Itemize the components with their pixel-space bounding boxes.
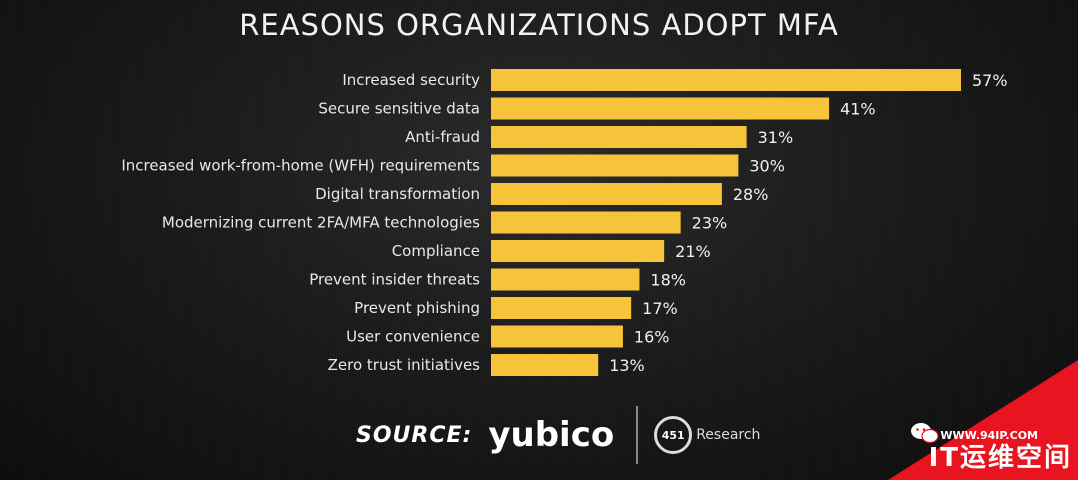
bar-anti-fraud: [491, 126, 747, 148]
451-logo-text: 451: [661, 428, 685, 442]
bar-secure-sensitive-data: [491, 97, 830, 120]
bar-modernizing-current-2fa-mfa-technologies: [491, 211, 681, 234]
bar-zero-trust-initiatives: [491, 354, 599, 376]
value-label-anti-fraud: 31%: [758, 128, 794, 147]
wechat-icon: [911, 423, 939, 444]
bar-chart: Increased security 57% Secure sensitive da…: [121, 69, 1008, 376]
value-label-increased-work-from-home-wfh-requirements: 30%: [749, 157, 785, 176]
category-label-secure-sensitive-data: Secure sensitive data: [318, 100, 480, 118]
category-label-prevent-insider-threats: Prevent insider threats: [309, 271, 480, 289]
category-label-increased-work-from-home-wfh-requirements: Increased work-from-home (WFH) requireme…: [121, 157, 480, 175]
source-label: SOURCE:: [356, 422, 473, 448]
451-research-logo-icon: 451: [654, 416, 693, 454]
value-label-user-convenience: 16%: [634, 328, 670, 347]
value-label-compliance: 21%: [675, 242, 711, 261]
watermark-corner: [888, 360, 1078, 480]
value-label-modernizing-current-2fa-mfa-technologies: 23%: [692, 214, 728, 233]
bar-compliance: [491, 240, 665, 262]
value-label-prevent-phishing: 17%: [642, 299, 678, 318]
category-label-digital-transformation: Digital transformation: [315, 185, 480, 203]
value-label-secure-sensitive-data: 41%: [840, 100, 876, 119]
bar-user-convenience: [491, 325, 623, 348]
category-label-anti-fraud: Anti-fraud: [405, 128, 480, 146]
category-label-prevent-phishing: Prevent phishing: [354, 299, 480, 317]
category-label-user-convenience: User convenience: [346, 328, 480, 346]
value-label-digital-transformation: 28%: [733, 185, 769, 204]
category-label-modernizing-current-2fa-mfa-technologies: Modernizing current 2FA/MFA technologies: [162, 214, 480, 232]
bar-prevent-insider-threats: [491, 268, 640, 291]
chart-title: REASONS ORGANIZATIONS ADOPT MFA: [239, 8, 839, 42]
source-credit: SOURCE: yubico 451 Research: [356, 405, 760, 465]
watermark-site: WWW.94IP.COM: [940, 429, 1038, 442]
value-label-zero-trust-initiatives: 13%: [609, 356, 645, 375]
bar-increased-work-from-home-wfh-requirements: [491, 154, 739, 177]
category-label-increased-security: Increased security: [342, 71, 480, 89]
yubico-logo: yubico: [488, 415, 615, 455]
bar-prevent-phishing: [491, 297, 632, 319]
source-divider: [636, 406, 639, 464]
value-label-increased-security: 57%: [972, 71, 1008, 90]
research-label: Research: [696, 427, 761, 443]
watermark-name: IT运维空间: [928, 443, 1072, 473]
category-label-zero-trust-initiatives: Zero trust initiatives: [328, 356, 481, 374]
value-label-prevent-insider-threats: 18%: [650, 271, 686, 290]
category-label-compliance: Compliance: [392, 242, 480, 260]
bar-digital-transformation: [491, 183, 722, 205]
bar-increased-security: [491, 69, 961, 91]
